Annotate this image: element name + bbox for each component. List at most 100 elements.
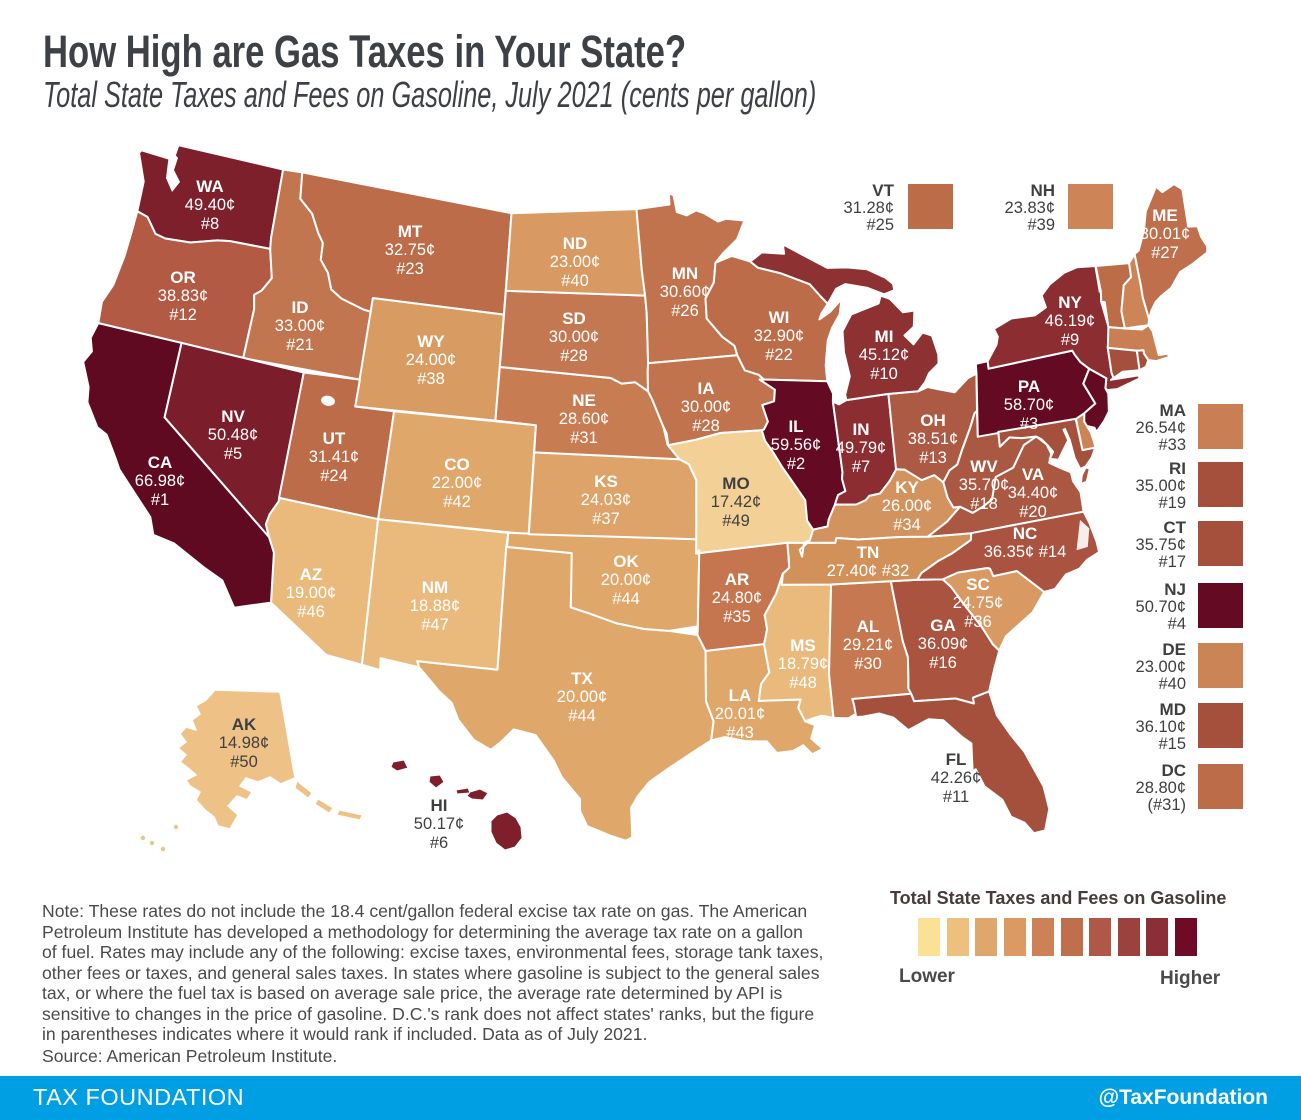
svg-text:23.00¢: 23.00¢ — [550, 253, 600, 271]
svg-text:ID: ID — [292, 298, 309, 317]
svg-text:#44: #44 — [612, 590, 640, 608]
svg-text:#3: #3 — [1020, 415, 1038, 433]
svg-text:50.48¢: 50.48¢ — [208, 426, 258, 444]
svg-text:WY: WY — [417, 332, 445, 351]
svg-text:ND: ND — [563, 234, 588, 253]
svg-text:MI: MI — [875, 327, 894, 346]
svg-text:23.83¢: 23.83¢ — [1005, 199, 1055, 217]
svg-text:SD: SD — [562, 309, 586, 328]
svg-text:FL: FL — [946, 750, 967, 769]
svg-text:TN: TN — [857, 543, 880, 562]
svg-text:#37: #37 — [592, 510, 620, 528]
svg-text:32.75¢: 32.75¢ — [385, 241, 435, 259]
svg-text:#34: #34 — [893, 516, 921, 534]
svg-text:OK: OK — [613, 552, 639, 571]
svg-text:NY: NY — [1058, 293, 1082, 312]
svg-text:35.70¢: 35.70¢ — [959, 476, 1009, 494]
svg-text:49.40¢: 49.40¢ — [185, 196, 235, 214]
svg-text:33.00¢: 33.00¢ — [275, 317, 325, 335]
svg-text:50.17¢: 50.17¢ — [414, 815, 464, 833]
svg-text:#7: #7 — [852, 458, 870, 476]
svg-text:24.80¢: 24.80¢ — [712, 589, 762, 607]
svg-text:35.00¢: 35.00¢ — [1136, 477, 1186, 495]
svg-text:NC: NC — [1013, 524, 1038, 543]
svg-text:WA: WA — [196, 177, 223, 196]
svg-text:18.88¢: 18.88¢ — [410, 597, 460, 615]
svg-text:VA: VA — [1022, 465, 1044, 484]
svg-text:27.40¢ #32: 27.40¢ #32 — [827, 562, 910, 580]
svg-text:#38: #38 — [417, 370, 445, 388]
svg-text:MD: MD — [1160, 700, 1186, 719]
svg-text:#43: #43 — [726, 724, 754, 742]
svg-text:46.19¢: 46.19¢ — [1045, 312, 1095, 330]
svg-text:#9: #9 — [1061, 331, 1079, 349]
svg-text:OH: OH — [920, 411, 946, 430]
svg-text:#49: #49 — [722, 512, 750, 530]
svg-text:#20: #20 — [1019, 503, 1047, 521]
svg-text:#17: #17 — [1158, 553, 1186, 571]
svg-text:CA: CA — [148, 453, 173, 472]
svg-text:IL: IL — [788, 417, 803, 436]
svg-text:14.98¢: 14.98¢ — [219, 734, 269, 752]
svg-text:#16: #16 — [929, 654, 957, 672]
svg-text:NH: NH — [1030, 181, 1055, 200]
svg-text:#36: #36 — [964, 613, 992, 631]
svg-text:32.90¢: 32.90¢ — [754, 327, 804, 345]
svg-text:23.00¢: 23.00¢ — [1136, 658, 1186, 676]
svg-text:#33: #33 — [1158, 436, 1186, 454]
svg-text:DC: DC — [1161, 761, 1186, 780]
svg-text:18.79¢: 18.79¢ — [778, 655, 828, 673]
svg-text:#35: #35 — [723, 608, 751, 626]
svg-text:#46: #46 — [297, 603, 325, 621]
svg-text:#15: #15 — [1158, 735, 1186, 753]
svg-text:24.75¢: 24.75¢ — [953, 594, 1003, 612]
svg-text:59.56¢: 59.56¢ — [771, 436, 821, 454]
svg-text:31.41¢: 31.41¢ — [309, 448, 359, 466]
svg-text:49.79¢: 49.79¢ — [836, 439, 886, 457]
svg-text:#21: #21 — [286, 336, 314, 354]
svg-text:(#31): (#31) — [1147, 796, 1186, 814]
svg-text:RI: RI — [1169, 459, 1186, 478]
svg-text:MO: MO — [722, 474, 749, 493]
svg-text:#27: #27 — [1151, 244, 1179, 262]
svg-text:SC: SC — [966, 575, 990, 594]
svg-text:26.00¢: 26.00¢ — [882, 497, 932, 515]
svg-text:KS: KS — [594, 472, 618, 491]
svg-text:#44: #44 — [568, 707, 596, 725]
svg-text:19.00¢: 19.00¢ — [286, 584, 336, 602]
svg-text:#19: #19 — [1158, 494, 1186, 512]
svg-text:20.00¢: 20.00¢ — [557, 688, 607, 706]
svg-text:58.70¢: 58.70¢ — [1004, 396, 1054, 414]
svg-text:#10: #10 — [870, 365, 898, 383]
svg-text:#1: #1 — [151, 491, 169, 509]
svg-text:#25: #25 — [866, 216, 894, 234]
svg-text:30.00¢: 30.00¢ — [549, 328, 599, 346]
svg-text:22.00¢: 22.00¢ — [432, 474, 482, 492]
svg-text:#5: #5 — [224, 445, 242, 463]
svg-text:20.00¢: 20.00¢ — [601, 571, 651, 589]
svg-text:#47: #47 — [421, 616, 449, 634]
svg-text:#28: #28 — [560, 347, 588, 365]
svg-text:#31: #31 — [570, 429, 598, 447]
svg-text:#26: #26 — [671, 302, 699, 320]
svg-text:ME: ME — [1152, 206, 1178, 225]
svg-text:GA: GA — [930, 616, 956, 635]
svg-text:66.98¢: 66.98¢ — [135, 472, 185, 490]
svg-text:KY: KY — [895, 478, 919, 497]
svg-text:WV: WV — [970, 457, 998, 476]
svg-text:24.03¢: 24.03¢ — [581, 491, 631, 509]
svg-text:IA: IA — [698, 379, 715, 398]
svg-text:NV: NV — [221, 407, 245, 426]
svg-text:MT: MT — [398, 222, 423, 241]
svg-text:#13: #13 — [919, 449, 947, 467]
svg-text:OR: OR — [170, 268, 196, 287]
svg-text:AK: AK — [232, 715, 257, 734]
svg-text:CT: CT — [1163, 518, 1186, 537]
svg-text:MN: MN — [672, 264, 698, 283]
svg-text:36.35¢ #14: 36.35¢ #14 — [984, 543, 1067, 561]
svg-text:#50: #50 — [230, 753, 258, 771]
svg-text:AZ: AZ — [300, 565, 323, 584]
svg-text:#40: #40 — [1158, 675, 1186, 693]
svg-text:34.40¢: 34.40¢ — [1008, 484, 1058, 502]
svg-text:VT: VT — [872, 181, 894, 200]
